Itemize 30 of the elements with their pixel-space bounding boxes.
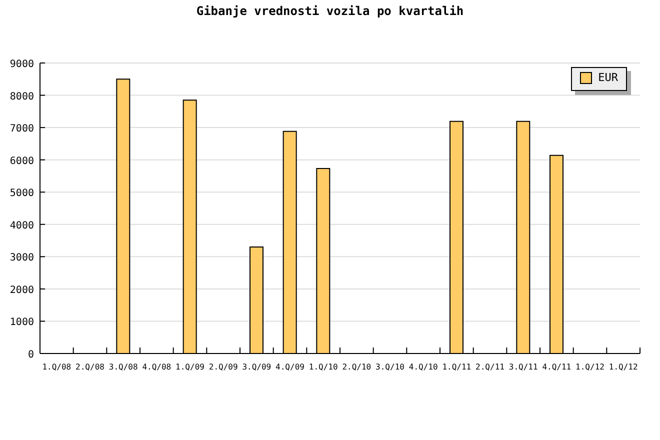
y-tick-label: 8000 <box>10 91 34 102</box>
x-tick-label: 2.Q/08 <box>76 362 105 372</box>
y-tick-label: 6000 <box>10 156 34 167</box>
y-tick-label: 0 <box>28 350 34 360</box>
y-tick-label: 3000 <box>10 252 34 264</box>
x-tick-label: 4.Q/08 <box>142 362 172 372</box>
chart-title: Gibanje vrednosti vozila po kvartalih <box>195 4 465 18</box>
x-tick-label: 1.Q/09 <box>176 362 205 372</box>
x-tick-label: 3.Q/11 <box>508 362 538 372</box>
y-tick-label: 9000 <box>10 59 34 70</box>
x-tick-label: 2.Q/09 <box>208 362 238 372</box>
legend-label: EUR <box>598 71 618 84</box>
y-tick-label: 5000 <box>10 188 34 200</box>
y-tick-label: 1000 <box>10 317 34 328</box>
x-tick-label: 2.Q/11 <box>476 362 505 372</box>
x-tick-label: 1.Q/10 <box>308 362 338 372</box>
x-tick-label: 2.Q/10 <box>342 362 372 372</box>
x-tick-label: 3.Q/08 <box>108 362 138 372</box>
x-tick-label: 1.Q/12 <box>608 362 638 372</box>
x-tick-label: 1.Q/11 <box>442 362 472 372</box>
x-tick-label: 4.Q/11 <box>542 362 572 372</box>
y-tick-label: 2000 <box>10 284 34 296</box>
x-tick-label: 3.Q/10 <box>376 362 405 372</box>
x-tick-label: 3.Q/09 <box>242 362 272 372</box>
y-tick-label: 7000 <box>10 124 34 135</box>
x-tick-label: 1.Q/08 <box>42 362 72 372</box>
y-tick-label: 4000 <box>10 220 34 232</box>
x-tick-label: 4.Q/09 <box>276 362 305 372</box>
x-tick-label: 1.Q/12 <box>576 362 605 372</box>
x-tick-label: 4.Q/10 <box>408 362 438 372</box>
